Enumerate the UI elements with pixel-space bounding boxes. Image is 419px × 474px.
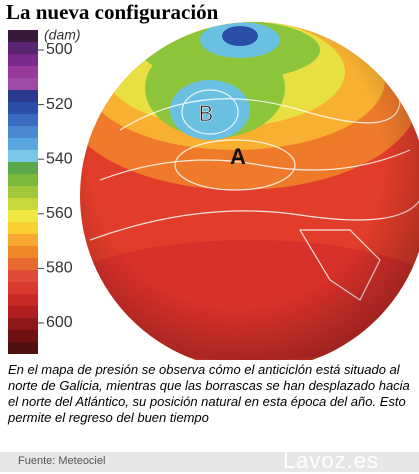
map-graphic: (dam)500 520 540 560 580 600 BA [8,22,419,360]
color-step [8,222,38,234]
color-step [8,342,38,354]
color-step [8,210,38,222]
color-step [8,306,38,318]
color-step [8,78,38,90]
color-step [8,282,38,294]
color-step [8,42,38,54]
color-step [8,318,38,330]
color-step [8,246,38,258]
tick-label: 540 [46,150,73,167]
color-step [8,174,38,186]
color-step [8,330,38,342]
legend-unit: (dam) [44,27,81,43]
color-step [8,114,38,126]
color-step [8,162,38,174]
map-label: B [199,101,214,126]
source: Fuente: Meteociel [18,455,106,467]
color-step [8,126,38,138]
tick-label: 520 [46,96,73,113]
caption: En el mapa de presión se observa cómo el… [8,362,410,425]
color-step [8,102,38,114]
globe [80,22,419,360]
tick-label: 580 [46,260,73,277]
color-step [8,66,38,78]
color-step [8,30,38,42]
color-step [8,234,38,246]
color-step [8,258,38,270]
color-step [8,294,38,306]
color-step [8,138,38,150]
tick-label: 500 [46,41,73,58]
tick-label: 560 [46,205,73,222]
color-step [8,186,38,198]
color-step [8,198,38,210]
color-step [8,90,38,102]
map-label: A [230,144,246,169]
color-step [8,270,38,282]
color-step [8,150,38,162]
footer: Fuente: Meteociel Lavoz.es [0,448,419,473]
tick-label: 600 [46,314,73,331]
color-step [8,54,38,66]
title: La nueva configuración [6,0,219,24]
brand: Lavoz.es [282,448,379,473]
